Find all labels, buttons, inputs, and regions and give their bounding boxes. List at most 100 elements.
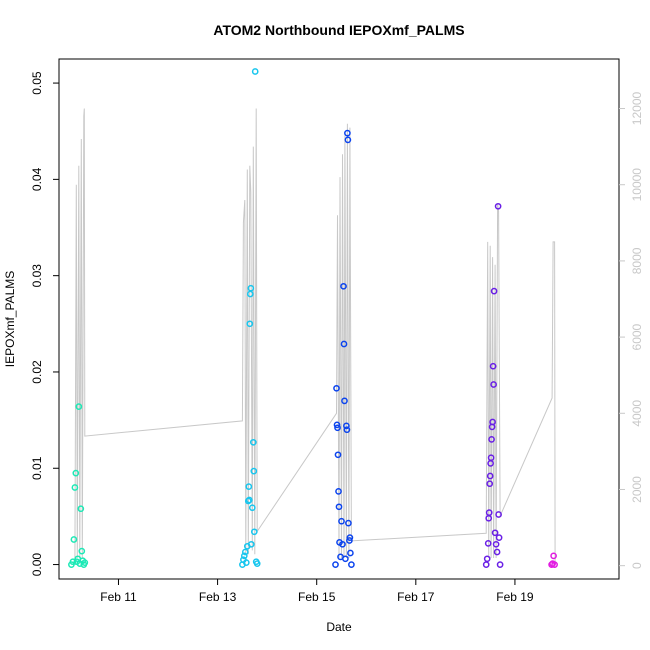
y-tick-label: 0.02 <box>30 360 44 384</box>
data-point <box>78 547 86 555</box>
data-point <box>241 548 249 556</box>
data-point <box>81 559 89 566</box>
data-point <box>240 552 248 560</box>
data-point <box>251 68 259 75</box>
data-point <box>340 282 347 290</box>
data-point <box>342 555 349 563</box>
data-point <box>250 467 258 475</box>
data-point <box>72 469 80 477</box>
data-point <box>548 561 555 568</box>
data-points-group <box>68 68 558 568</box>
data-point <box>75 403 83 410</box>
data-point <box>551 561 558 568</box>
data-point <box>495 534 503 541</box>
data-point <box>489 418 496 426</box>
y-tick-label: 0.01 <box>30 456 44 480</box>
data-point <box>344 129 351 137</box>
y-tick-label: 0.00 <box>30 553 44 577</box>
data-point <box>483 555 491 563</box>
chart-title: ATOM2 Northbound IEPOXmf_PALMS <box>213 22 464 38</box>
data-point <box>486 480 494 488</box>
data-point <box>335 488 342 495</box>
data-point <box>244 497 252 505</box>
data-point <box>494 202 502 210</box>
data-point <box>488 436 495 443</box>
data-point <box>253 560 261 567</box>
y-axis-label: IEPOXmf_PALMS <box>3 271 17 367</box>
data-point <box>245 496 253 504</box>
x-axis: Feb 11 Feb 13 Feb 15 Feb 17 Feb 19 <box>100 578 534 604</box>
altitude-trace-line <box>74 108 556 566</box>
data-point <box>489 362 497 370</box>
data-point <box>550 552 557 560</box>
data-point <box>250 528 258 536</box>
data-point <box>345 519 352 527</box>
data-point <box>343 426 351 434</box>
series-1 <box>68 403 89 568</box>
data-point <box>487 454 495 462</box>
data-point <box>334 424 341 432</box>
y2-tick-label: 8000 <box>630 247 644 274</box>
data-point <box>247 284 255 292</box>
data-point <box>346 534 354 541</box>
series-3 <box>332 129 355 568</box>
data-point <box>332 561 339 568</box>
y2-tick-label: 2000 <box>630 476 644 503</box>
data-point <box>486 472 494 480</box>
y2-tick-label: 12000 <box>630 91 644 125</box>
data-point <box>493 548 501 556</box>
data-point <box>496 561 504 568</box>
data-point <box>340 340 348 348</box>
data-point <box>490 287 498 295</box>
data-point <box>343 422 350 430</box>
y2-tick-label: 6000 <box>630 323 644 350</box>
data-point <box>245 483 253 490</box>
data-point <box>248 504 256 512</box>
y2-tick-label: 4000 <box>630 400 644 427</box>
series-2 <box>239 68 261 568</box>
x-tick-label: Feb 17 <box>397 590 435 604</box>
x-tick-label: Feb 15 <box>298 590 336 604</box>
data-point <box>495 511 502 518</box>
data-point <box>77 505 85 513</box>
data-point <box>347 549 354 557</box>
data-point <box>338 517 345 525</box>
data-point <box>333 384 340 392</box>
data-point <box>334 451 342 459</box>
data-point <box>346 537 353 544</box>
data-point <box>71 484 79 491</box>
data-point <box>484 540 492 547</box>
altitude-trace-group <box>74 108 556 566</box>
data-point <box>490 381 497 388</box>
series-5 <box>548 552 558 568</box>
x-tick-label: Feb 11 <box>100 590 137 604</box>
data-point <box>242 559 250 566</box>
data-point <box>491 529 499 537</box>
data-point <box>247 540 255 548</box>
data-point <box>249 438 257 446</box>
series-4 <box>482 202 504 568</box>
y2-axis: 0 2000 4000 6000 8000 10000 12000 <box>619 91 644 569</box>
y2-tick-label: 10000 <box>630 168 644 202</box>
y-tick-label: 0.05 <box>30 71 44 95</box>
data-point <box>335 503 343 511</box>
data-point <box>482 561 490 568</box>
data-point <box>70 536 78 543</box>
y-axis: 0.00 0.01 0.02 0.03 0.04 0.05 <box>30 71 59 576</box>
data-point <box>246 320 254 328</box>
y-tick-label: 0.03 <box>30 264 44 288</box>
data-point <box>246 290 254 298</box>
data-point <box>344 136 352 144</box>
y-tick-label: 0.04 <box>30 167 44 191</box>
data-point <box>69 558 77 566</box>
data-point <box>492 540 500 548</box>
data-point <box>348 561 355 568</box>
x-tick-label: Feb 19 <box>496 590 534 604</box>
data-point <box>341 397 348 405</box>
y2-tick-label: 0 <box>630 562 644 569</box>
data-point <box>333 421 341 429</box>
data-point <box>339 540 346 548</box>
x-axis-label: Date <box>326 620 352 634</box>
x-tick-label: Feb 13 <box>199 590 237 604</box>
